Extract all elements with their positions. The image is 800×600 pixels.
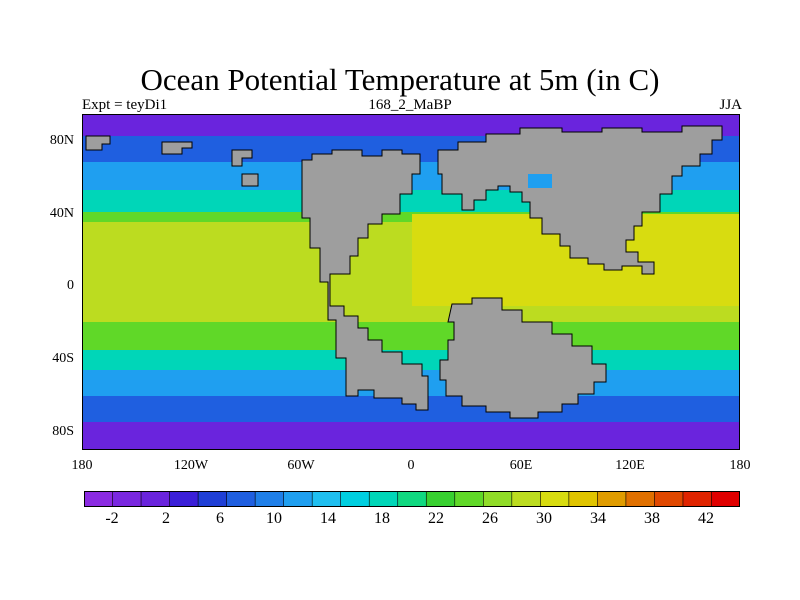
x-tick-label-60e: 60E (509, 458, 533, 473)
colorbar-label: 14 (320, 510, 336, 527)
colorbar-label: 30 (536, 510, 552, 527)
colorbar-swatch (84, 491, 114, 507)
x-tick-label-180w: 180 (71, 458, 93, 473)
land-arctic-fragments (85, 135, 193, 155)
colorbar-label: 10 (266, 510, 282, 527)
colorbar-swatch (425, 491, 456, 507)
land-island (231, 149, 259, 187)
y-tick-label-40n: 40N (49, 206, 74, 221)
colorbar-swatch (140, 491, 171, 507)
colorbar-swatch (568, 491, 599, 507)
y-tick-label-equator: 0 (67, 278, 74, 293)
colorbar-frame (84, 491, 740, 507)
colorbar-swatch (454, 491, 485, 507)
colorbar-swatch (540, 491, 570, 507)
colorbar-swatch (368, 491, 399, 507)
plot-title: Ocean Potential Temperature at 5m (in C) (140, 62, 660, 97)
experiment-label: Expt = teyDi1 (82, 97, 168, 113)
colorbar-label: 38 (644, 510, 660, 527)
colorbar-label: 18 (374, 510, 390, 527)
land-western-continent (301, 149, 429, 411)
colorbar-label: 2 (162, 510, 170, 527)
colorbar-swatch (511, 491, 542, 507)
colorbar-label: 34 (590, 510, 606, 527)
period-label: 168_2_MaBP (368, 97, 452, 113)
colorbar-swatch (254, 491, 285, 507)
colorbar-swatch (197, 491, 228, 507)
colorbar-swatch (226, 491, 256, 507)
colorbar-swatch (112, 491, 142, 507)
temperature-map (82, 114, 740, 450)
colorbar-label: 42 (698, 510, 714, 527)
x-tick-label-0: 0 (407, 458, 415, 473)
colorbar-swatch (340, 491, 371, 507)
cold-inland-sea (528, 174, 552, 188)
colorbar-label: -2 (105, 510, 119, 527)
x-tick-label-120e: 120E (615, 458, 645, 473)
colorbar-swatch (654, 491, 684, 507)
land-southern-continent (439, 297, 607, 419)
season-label: JJA (719, 97, 742, 113)
map-frame (82, 114, 740, 450)
colorbar (84, 491, 740, 507)
colorbar-swatch (283, 491, 313, 507)
colorbar-label: 22 (428, 510, 444, 527)
y-tick-label-80n: 80N (49, 133, 74, 148)
colorbar-label: 26 (482, 510, 498, 527)
colorbar-swatch (597, 491, 627, 507)
x-tick-label-60w: 60W (287, 458, 315, 473)
colorbar-swatch (711, 491, 740, 507)
y-tick-label-40s: 40S (52, 351, 74, 366)
colorbar-swatch (482, 491, 513, 507)
x-tick-label-120w: 120W (173, 458, 209, 473)
colorbar-swatch (169, 491, 199, 507)
x-tick-label-180e: 180 (729, 458, 751, 473)
colorbar-swatch (625, 491, 656, 507)
colorbar-swatch (397, 491, 428, 507)
colorbar-swatch (311, 491, 342, 507)
y-tick-label-80s: 80S (52, 424, 74, 439)
colorbar-swatch (682, 491, 713, 507)
land-eastern-continent (437, 125, 723, 275)
ocean-band-polar-south (82, 422, 740, 450)
colorbar-label: 6 (216, 510, 224, 527)
land-masses (85, 125, 723, 419)
